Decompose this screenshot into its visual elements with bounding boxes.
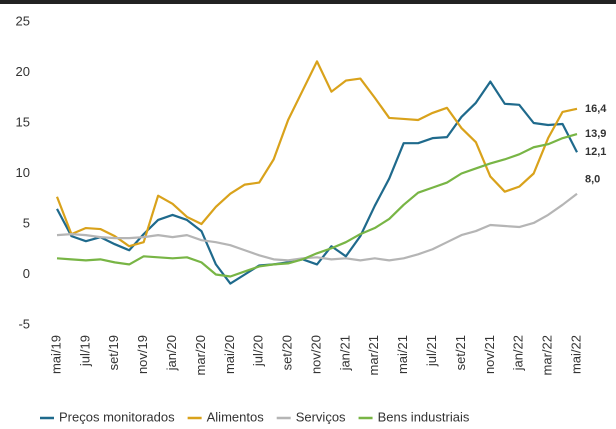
x-tick-label: jul/21	[424, 335, 439, 367]
x-tick-label: nov/19	[135, 335, 150, 374]
x-tick-label: jul/19	[77, 335, 92, 367]
y-tick-label: 25	[16, 13, 30, 28]
value-label: 12,1	[585, 146, 606, 158]
top-bar	[0, 0, 616, 4]
series-line	[56, 80, 578, 285]
legend-label: Serviços	[296, 409, 346, 424]
x-tick-label: set/21	[453, 335, 468, 370]
x-tick-label: jul/20	[251, 335, 266, 367]
x-tick-label: mar/21	[366, 335, 381, 375]
y-tick-label: 10	[16, 165, 30, 180]
x-tick-label: mai/21	[395, 335, 410, 374]
x-tick-label: mar/22	[540, 335, 555, 375]
legend-label: Bens industriais	[378, 409, 470, 424]
x-tick-label: mai/20	[222, 335, 237, 374]
y-tick-label: -5	[18, 316, 30, 331]
series-line	[55, 60, 578, 248]
x-tick-label: mar/20	[193, 335, 208, 375]
y-tick-label: 0	[23, 266, 30, 281]
legend-label: Preços monitorados	[59, 409, 175, 424]
value-label: 8,0	[585, 174, 600, 186]
x-tick-label: nov/21	[482, 335, 497, 374]
value-label: 16,4	[585, 103, 607, 115]
series-line	[56, 192, 578, 262]
x-tick-label: nov/20	[308, 335, 323, 374]
x-tick-label: jan/22	[511, 335, 526, 371]
x-tick-label: jan/20	[164, 335, 179, 371]
x-tick-label: set/20	[280, 335, 295, 370]
y-tick-label: 15	[16, 114, 30, 129]
x-tick-label: jan/21	[337, 335, 352, 371]
value-label: 13,9	[585, 128, 606, 140]
y-tick-label: 20	[16, 64, 30, 79]
x-tick-label: mai/22	[568, 335, 583, 374]
y-tick-label: 5	[23, 215, 30, 230]
x-tick-label: set/19	[106, 335, 121, 370]
legend-label: Alimentos	[207, 409, 265, 424]
x-tick-label: mai/19	[48, 335, 63, 374]
series-line	[56, 133, 578, 278]
